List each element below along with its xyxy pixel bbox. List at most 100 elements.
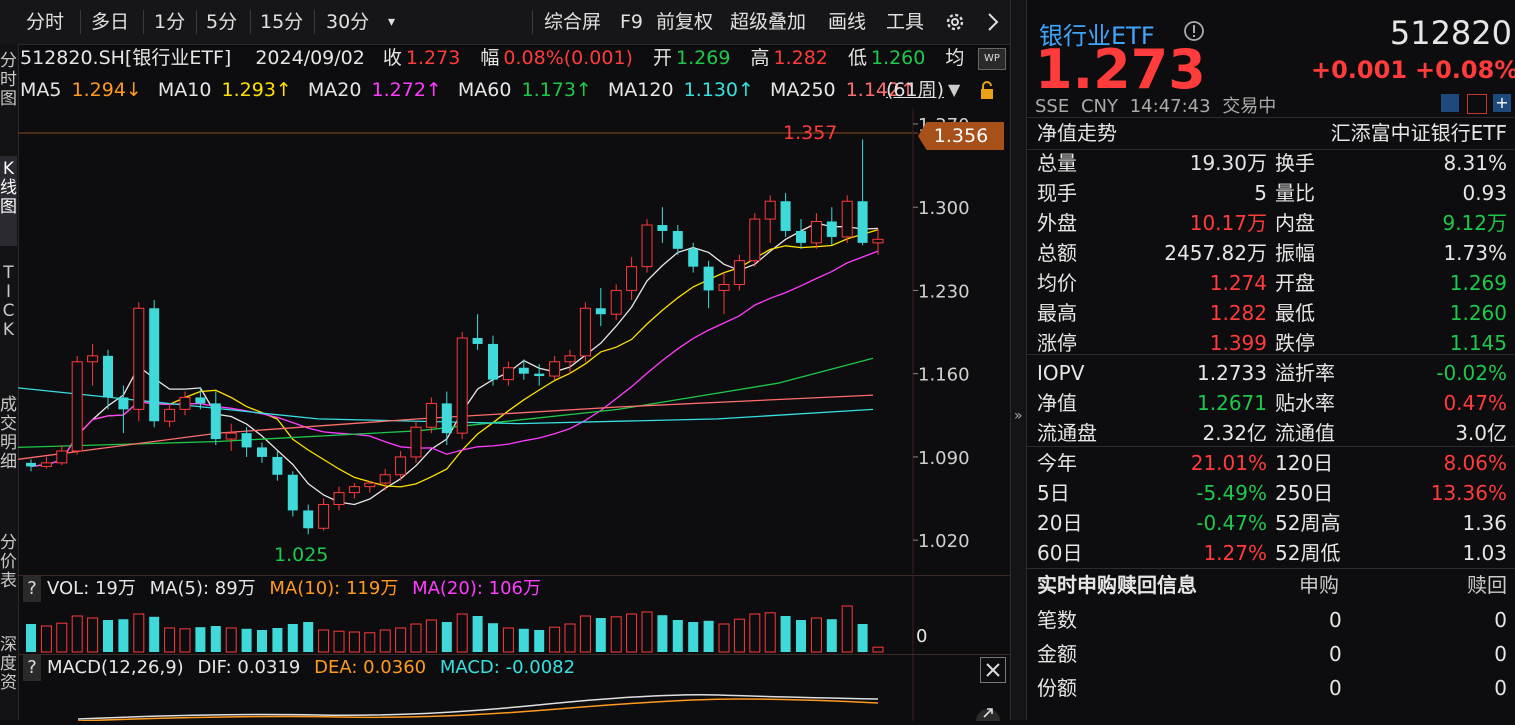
- volume-bar: [472, 616, 483, 652]
- macd-panel[interactable]: ? MACD(12,26,9) DIF: 0.0319 DEA: 0.0360 M…: [18, 654, 1010, 725]
- price-axis-label: 1.020: [918, 531, 970, 552]
- draw-line-button[interactable]: 画线: [828, 11, 867, 33]
- subscription-row-label: 金额: [1037, 642, 1077, 666]
- lock-icon[interactable]: [978, 80, 996, 100]
- stats-row: 今年 21.01% 120日 8.06%: [1037, 448, 1507, 478]
- chevron-right-icon[interactable]: [980, 8, 1006, 36]
- candle: [225, 423, 237, 451]
- ma-line: [17, 357, 874, 449]
- period-dropdown-icon[interactable]: ▾: [388, 14, 396, 30]
- stats-row: 净值 1.2671 贴水率 0.47%: [1037, 388, 1507, 418]
- ma120-label: MA120: [607, 79, 674, 101]
- macd-value: MACD: -0.0082: [439, 657, 576, 678]
- candle: [626, 257, 638, 300]
- candle: [749, 213, 761, 267]
- candle: [395, 450, 407, 481]
- nav-trend-row[interactable]: 净值走势 汇添富中证银行ETF: [1037, 118, 1507, 148]
- price-axis-label: 1.090: [918, 448, 970, 469]
- volume-bar: [348, 631, 360, 653]
- candle: [210, 391, 221, 446]
- volume-bar: [688, 622, 699, 652]
- stats-row: 5日 -5.49% 250日 13.36%: [1037, 478, 1507, 508]
- volume-bar: [272, 628, 283, 652]
- candle: [149, 299, 160, 428]
- stat-value: 8.31%: [1443, 151, 1507, 175]
- expand-icon[interactable]: [973, 701, 1003, 725]
- ma250-label: MA250: [769, 79, 836, 101]
- volume-bar: [257, 630, 267, 652]
- vtab-kline-chart[interactable]: K 线 图: [0, 156, 17, 246]
- volume-bar: [133, 613, 145, 653]
- volume-bar: [333, 630, 345, 653]
- panel-splitter[interactable]: »: [1010, 0, 1027, 720]
- avg-label: 均: [945, 47, 965, 69]
- stats-row: 涨停 1.399 跌停 1.145: [1037, 328, 1507, 358]
- open-label: 开: [653, 47, 673, 69]
- vtab-intraday-chart[interactable]: 分 时 图: [0, 51, 17, 109]
- triangle-down-icon[interactable]: ▼: [948, 80, 961, 99]
- macd-help-button[interactable]: ?: [23, 655, 41, 681]
- candle: [518, 359, 529, 380]
- price-axis-label: 1.300: [918, 198, 970, 219]
- period-selector[interactable]: (61周): [886, 79, 945, 101]
- stat-label: 净值: [1037, 391, 1077, 415]
- tab-15min[interactable]: 15分: [260, 11, 304, 33]
- gear-icon[interactable]: [938, 8, 972, 36]
- volume-bar: [425, 619, 437, 653]
- volume-bar: [857, 624, 868, 652]
- low-label: 低: [847, 47, 867, 69]
- volume-panel[interactable]: ? VOL: 19万 MA(5): 89万 MA(10): 119万 MA(20)…: [18, 575, 1010, 654]
- vtab-trade-detail[interactable]: 成 交 明 细: [0, 395, 17, 472]
- close-icon[interactable]: [980, 657, 1006, 683]
- low-marker: 1.025: [274, 544, 329, 566]
- ma5-label: MA5: [20, 79, 62, 101]
- expand-right-icon[interactable]: »: [1014, 408, 1023, 424]
- ma120-value: 1.130↑: [683, 79, 754, 101]
- candle: [456, 332, 468, 440]
- candle: [595, 288, 606, 327]
- wp-icon[interactable]: WP: [978, 48, 1006, 70]
- volume-help-button[interactable]: ?: [23, 576, 41, 602]
- stat-value: 19.30万: [1189, 151, 1267, 175]
- stats-row: 均价 1.274 开盘 1.269: [1037, 268, 1507, 298]
- candle: [257, 442, 267, 463]
- subscription-title: 实时申购赎回信息: [1037, 573, 1197, 597]
- candle: [872, 228, 884, 255]
- stat-label: 最高: [1037, 301, 1077, 325]
- change-label: 幅: [480, 47, 500, 69]
- volume-bar: [395, 627, 407, 653]
- info-icon[interactable]: [1183, 20, 1205, 42]
- volume-bar: [564, 623, 576, 653]
- composite-screen-button[interactable]: 综合屏: [544, 11, 602, 33]
- vtab-tick[interactable]: T I C K: [2, 263, 15, 340]
- vol-ma20: MA(20): 106万: [412, 578, 541, 599]
- forward-adjust-button[interactable]: 前复权: [656, 11, 714, 33]
- alert-icon[interactable]: [1467, 94, 1487, 114]
- add-icon[interactable]: +: [1493, 94, 1511, 112]
- tools-button[interactable]: 工具: [886, 11, 925, 33]
- stat-label: 250日: [1275, 481, 1334, 505]
- tab-intraday[interactable]: 分时: [26, 11, 65, 33]
- current-price-tag: 1.356: [918, 122, 1004, 150]
- tab-30min[interactable]: 30分: [326, 11, 370, 33]
- edit-icon[interactable]: [1441, 94, 1459, 112]
- stat-value: 5: [1254, 181, 1267, 205]
- volume-bar: [303, 622, 314, 652]
- f9-button[interactable]: F9: [620, 11, 644, 33]
- super-overlay-button[interactable]: 超级叠加: [730, 11, 807, 33]
- tab-5min[interactable]: 5分: [206, 11, 238, 33]
- candle: [26, 459, 36, 472]
- vtab-price-table[interactable]: 分 价 表: [0, 533, 17, 591]
- tab-multi-day[interactable]: 多日: [91, 11, 130, 33]
- tab-1min[interactable]: 1分: [154, 11, 186, 33]
- vtab-depth[interactable]: 深 度 资: [0, 635, 17, 693]
- candle: [195, 387, 206, 410]
- stat-value: 1.36: [1462, 511, 1507, 535]
- price-change-pct: +0.08%: [1415, 56, 1515, 84]
- stat-label: 贴水率: [1275, 391, 1335, 415]
- subscription-col-redeem: 赎回: [1467, 573, 1507, 597]
- candle: [348, 483, 360, 499]
- volume-bar: [749, 613, 761, 653]
